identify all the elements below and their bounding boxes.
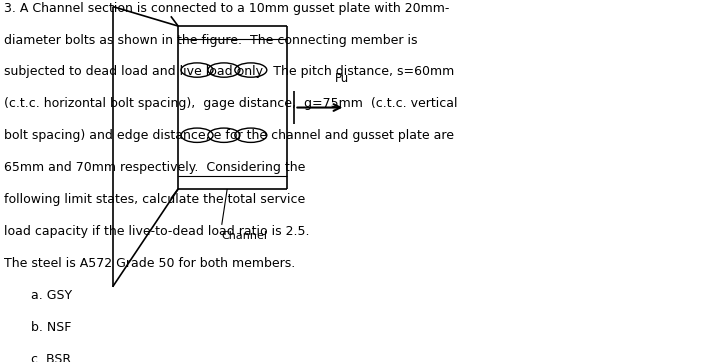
Text: c. BSR: c. BSR [31, 353, 71, 362]
Text: Pu: Pu [334, 72, 349, 85]
Text: diameter bolts as shown in the figure.  The connecting member is: diameter bolts as shown in the figure. T… [4, 34, 417, 47]
Text: b. NSF: b. NSF [31, 321, 71, 334]
Text: The steel is A572 Grade 50 for both members.: The steel is A572 Grade 50 for both memb… [4, 257, 295, 270]
Text: following limit states, calculate the total service: following limit states, calculate the to… [4, 193, 305, 206]
Text: a. GSY: a. GSY [31, 289, 72, 302]
Text: 3. A Channel section is connected to a 10mm gusset plate with 20mm-: 3. A Channel section is connected to a 1… [4, 2, 449, 14]
Text: subjected to dead load and live load only.  The pitch distance, s=60mm: subjected to dead load and live load onl… [4, 66, 454, 79]
Text: load capacity if the live-to-dead load ratio is 2.5.: load capacity if the live-to-dead load r… [4, 225, 309, 238]
Text: Channel: Channel [222, 231, 268, 241]
Text: (c.t.c. horizontal bolt spacing),  gage distance,  g=75mm  (c.t.c. vertical: (c.t.c. horizontal bolt spacing), gage d… [4, 97, 457, 110]
Text: 65mm and 70mm respectively.  Considering the: 65mm and 70mm respectively. Considering … [4, 161, 305, 174]
Text: bolt spacing) and edge distance, e for the channel and gusset plate are: bolt spacing) and edge distance, e for t… [4, 129, 454, 142]
